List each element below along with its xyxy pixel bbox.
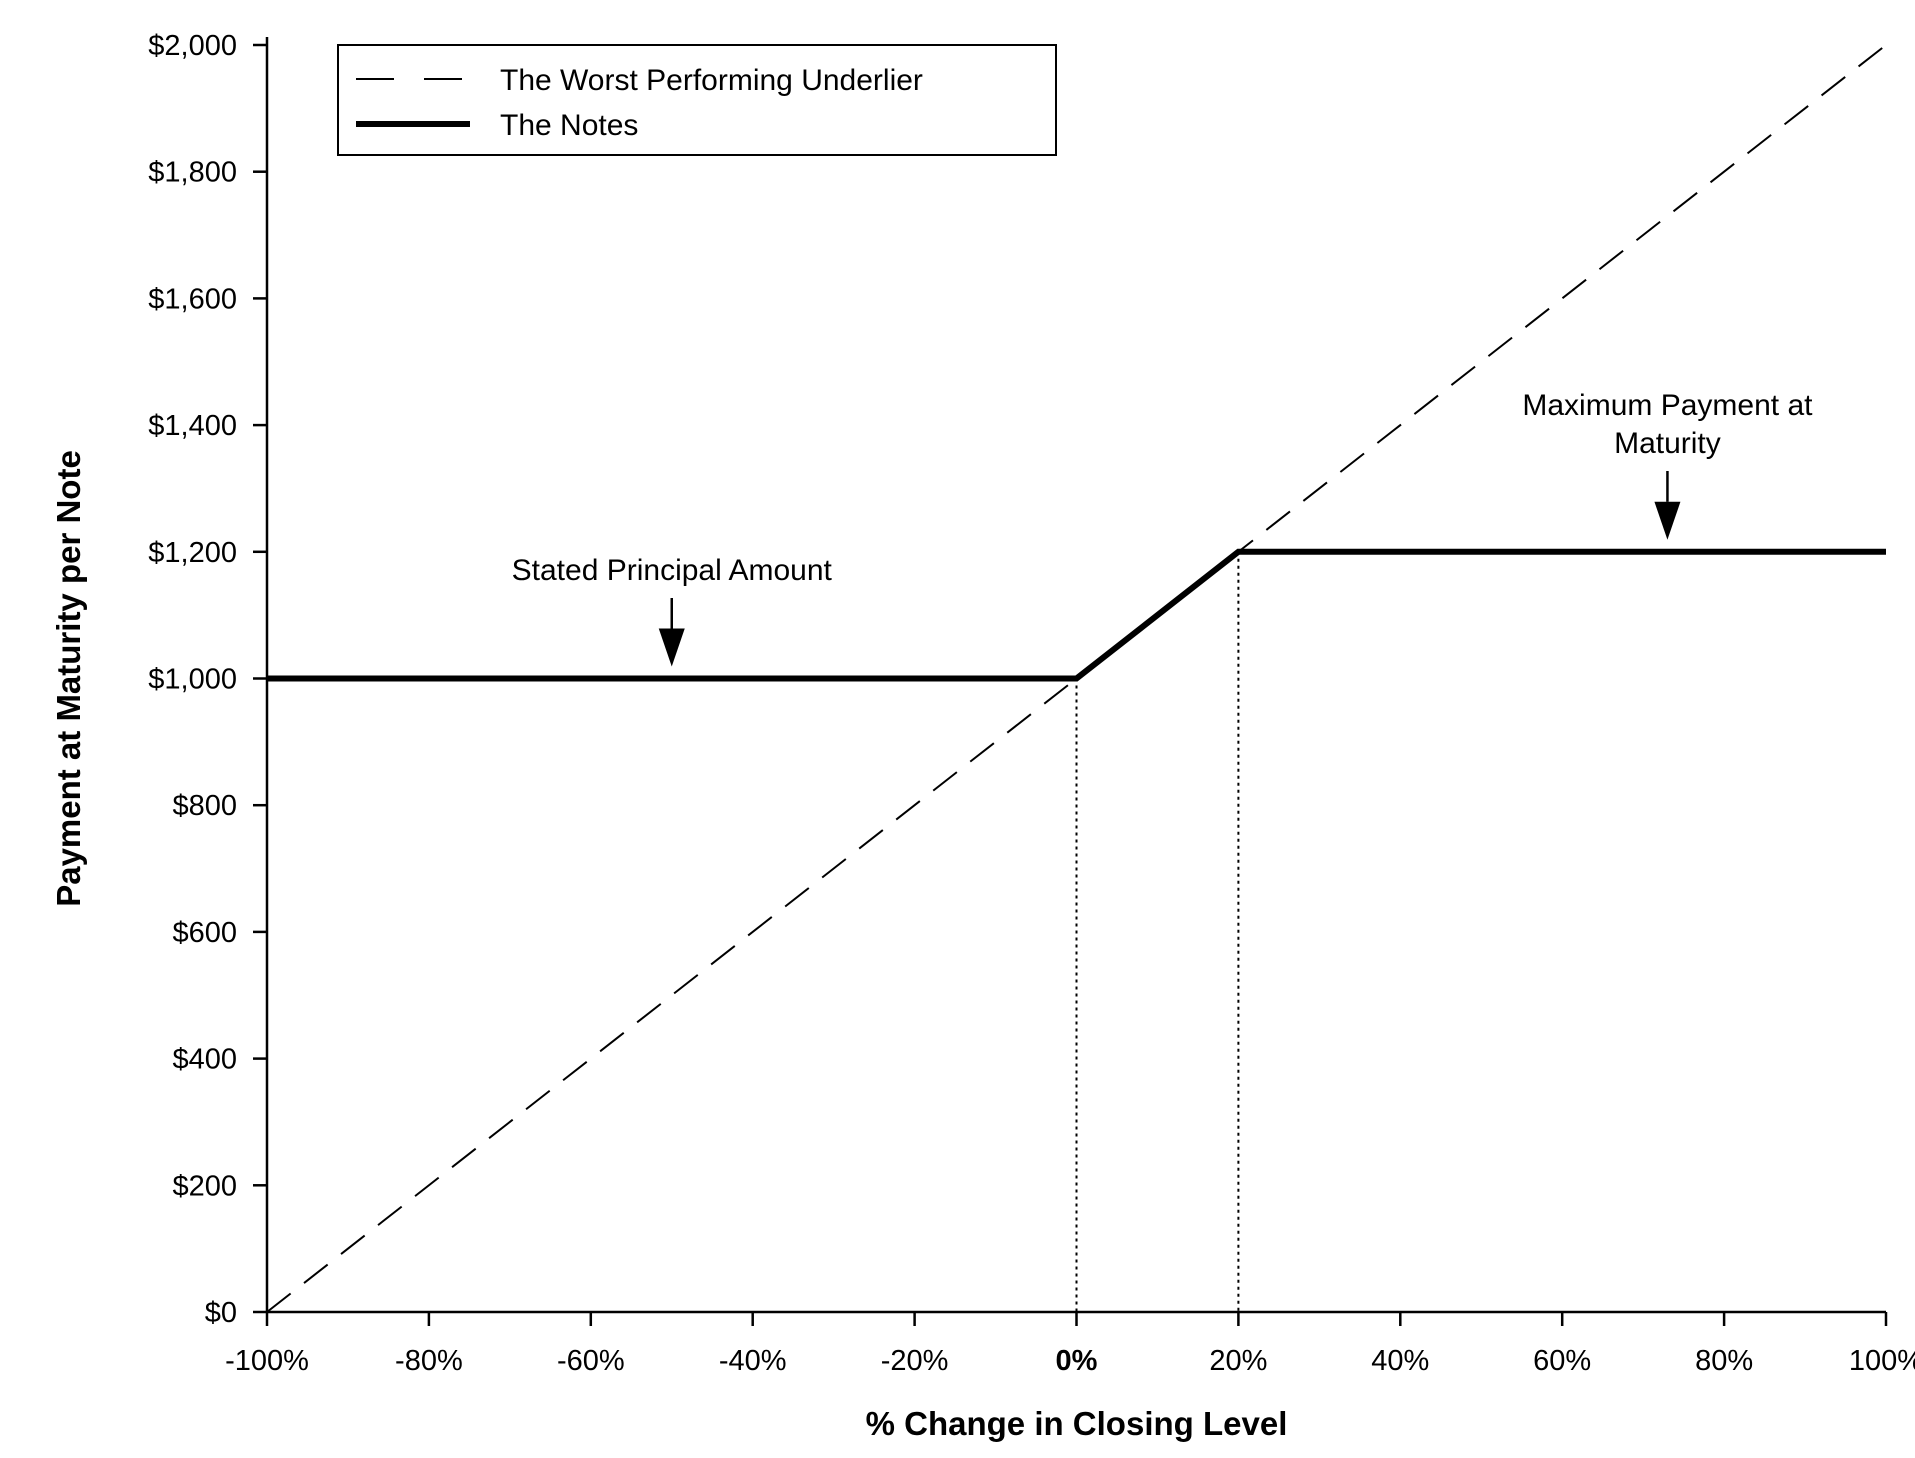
y-tick-label: $0 [205, 1297, 237, 1329]
x-tick-label: -40% [719, 1345, 787, 1377]
x-tick-label: 40% [1371, 1345, 1429, 1377]
x-tick-label: -20% [881, 1345, 949, 1377]
x-tick-label: 60% [1533, 1345, 1591, 1377]
series-line-underlier [266, 44, 1887, 1313]
annotations: Stated Principal Amount Maximum Payment a… [512, 389, 1813, 667]
y-tick-label: $1,400 [148, 410, 237, 442]
y-tick-label: $800 [172, 790, 237, 822]
annotation-label: Maximum Payment at [1522, 389, 1813, 422]
legend: The Worst Performing Underlier The Notes [337, 44, 1057, 156]
y-tick-label: $200 [172, 1170, 237, 1202]
y-tick-label: $1,200 [148, 537, 237, 569]
legend-label: The Worst Performing Underlier [500, 64, 923, 97]
y-axis-title: Payment at Maturity per Note [50, 450, 87, 907]
y-tick-label: $1,800 [148, 157, 237, 189]
legend-label: The Notes [500, 109, 638, 142]
x-tick-label: 20% [1209, 1345, 1267, 1377]
x-tick-label: -100% [225, 1345, 309, 1377]
y-tick-label: $400 [172, 1044, 237, 1076]
annotation-label: Stated Principal Amount [512, 554, 833, 587]
axes: $0 $200 $400 $600 $800 $1,000 $1,200 $1,400 $1,6… [148, 30, 1915, 1377]
annotation-label: Maturity [1614, 427, 1721, 460]
x-tick-label: -60% [557, 1345, 625, 1377]
x-axis-title: % Change in Closing Level [866, 1405, 1288, 1442]
x-tick-label: 0% [1056, 1345, 1098, 1377]
reference-lines [1075, 551, 1240, 1312]
series-line-notes [267, 548, 1886, 682]
y-tick-label: $600 [172, 917, 237, 949]
annotation-arrow-head [658, 628, 685, 667]
x-tick-label: -80% [395, 1345, 463, 1377]
annotation-arrow-head [1654, 501, 1681, 540]
y-tick-label: $1,000 [148, 664, 237, 696]
y-tick-label: $1,600 [148, 283, 237, 315]
legend-box [337, 44, 1057, 156]
series-lines [266, 44, 1887, 1313]
x-tick-label: 100% [1849, 1345, 1915, 1377]
x-tick-label: 80% [1695, 1345, 1753, 1377]
y-tick-label: $2,000 [148, 30, 237, 62]
